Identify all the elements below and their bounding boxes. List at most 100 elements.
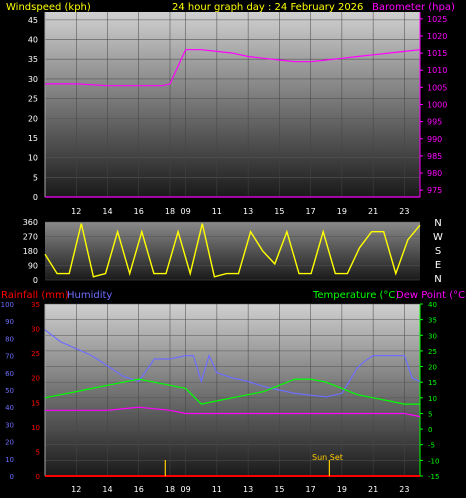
tick-label-barometer: 1025 [427, 15, 447, 24]
humidity-label: Humidity [67, 290, 112, 301]
rain-axis: 0 5 10 15 20 25 30 35 [31, 301, 46, 481]
x-tick-label: 18 [165, 485, 175, 494]
humidity-axis: 0 10 20 30 40 50 60 70 80 90 100 [1, 301, 14, 481]
rainfall-label: Rainfall (mm) [1, 290, 69, 301]
x-tick-label: 19 [337, 207, 347, 216]
x-axis-top-labels: 12 14 16 18 09 11 13 15 17 19 21 23 [71, 207, 409, 216]
dewpoint-label: Dew Point (°C) [396, 290, 466, 301]
compass-letter: N [434, 274, 441, 285]
tick-label-barometer: 1000 [427, 101, 447, 110]
tick-label-wind: 40 [28, 36, 38, 45]
x-tick-label: 16 [134, 485, 144, 494]
compass-letter: N [434, 218, 441, 229]
tick-label-direction: 180 [23, 247, 38, 256]
tick-label-rain: 0 [36, 473, 40, 481]
tick-label-temperature: 0 [428, 426, 432, 434]
tick-label-rain: 5 [36, 448, 40, 456]
tick-label-direction: 90 [28, 262, 38, 271]
tick-label-humidity: 0 [10, 473, 14, 481]
x-axis-bottom-labels: 12 14 16 18 09 11 13 15 17 19 21 23 [71, 485, 409, 494]
tick-label-temperature: 20 [428, 364, 437, 372]
tick-label-barometer: 1015 [427, 49, 447, 58]
tick-label-temperature: 15 [428, 379, 437, 387]
tick-label-rain: 25 [31, 350, 40, 358]
temperature-axis: -15 -10 -5 0 5 10 15 20 25 30 35 40 [419, 301, 439, 481]
dir-left-axis: 0 90 180 270 360 [23, 218, 38, 285]
tick-label-wind: 15 [28, 134, 38, 143]
tick-label-direction: 0 [33, 276, 38, 285]
x-tick-label: 15 [274, 485, 284, 494]
compass-letter: E [435, 260, 441, 271]
tick-label-temperature: 5 [428, 410, 432, 418]
temperature-line [44, 378, 420, 405]
tick-label-rain: 30 [31, 326, 40, 334]
tick-label-barometer: 1020 [427, 32, 447, 41]
x-tick-label: 14 [102, 207, 112, 216]
compass-letter: W [433, 232, 443, 243]
tick-label-humidity: 50 [5, 387, 14, 395]
tick-label-barometer: 985 [427, 152, 442, 161]
tick-label-rain: 15 [31, 399, 40, 407]
tick-label-temperature: 35 [428, 317, 437, 325]
tick-label-rain: 20 [31, 375, 40, 383]
tick-label-barometer: 975 [427, 186, 442, 195]
x-tick-label: 23 [399, 485, 409, 494]
windspeed-label: Windspeed (kph) [6, 2, 91, 13]
tick-label-wind: 35 [28, 55, 38, 64]
tick-label-barometer: 990 [427, 135, 442, 144]
tick-label-temperature: 30 [428, 332, 437, 340]
tick-label-barometer: 1005 [427, 83, 447, 92]
tick-label-barometer: 1010 [427, 66, 447, 75]
x-tick-label: 23 [399, 207, 409, 216]
temperature-label: Temperature (°C) [312, 290, 399, 301]
x-tick-label: 09 [181, 207, 191, 216]
top-left-axis: 0 5 10 15 20 25 30 35 40 45 [28, 12, 46, 202]
tick-label-humidity: 60 [5, 370, 14, 378]
top-series [45, 49, 421, 198]
tick-label-temperature: -15 [428, 473, 439, 481]
bottom-series [44, 329, 421, 477]
tick-label-humidity: 20 [5, 439, 14, 447]
x-tick-label: 09 [181, 485, 191, 494]
x-tick-label: 17 [306, 485, 316, 494]
dewpoint-line [45, 406, 421, 418]
tick-label-humidity: 80 [5, 335, 14, 343]
tick-label-wind: 0 [33, 193, 38, 202]
x-tick-label: 11 [212, 207, 222, 216]
x-tick-label: 19 [337, 485, 347, 494]
x-tick-label: 13 [243, 207, 253, 216]
tick-label-wind: 10 [28, 154, 38, 163]
x-tick-label: 17 [306, 207, 316, 216]
compass-letter: S [435, 246, 441, 257]
x-tick-label: 18 [165, 207, 175, 216]
x-tick-label: 12 [71, 485, 81, 494]
tick-label-wind: 45 [28, 16, 38, 25]
sunset-label: Sun Set [312, 453, 343, 462]
x-tick-label: 13 [243, 485, 253, 494]
graph-title: 24 hour graph day : 24 February 2026 [172, 2, 363, 13]
x-tick-label: 15 [274, 207, 284, 216]
tick-label-humidity: 10 [5, 456, 14, 464]
x-tick-label: 12 [71, 207, 81, 216]
dir-series [44, 223, 421, 278]
tick-label-wind: 20 [28, 114, 38, 123]
tick-label-barometer: 980 [427, 169, 442, 178]
tick-label-rain: 10 [31, 424, 40, 432]
tick-label-barometer: 995 [427, 118, 442, 127]
tick-label-humidity: 90 [5, 318, 14, 326]
tick-label-temperature: 10 [428, 395, 437, 403]
x-tick-label: 21 [368, 207, 378, 216]
tick-label-temperature: -5 [428, 442, 435, 450]
tick-label-temperature: -10 [428, 457, 439, 465]
bottom-plot-area [45, 304, 420, 476]
tick-label-humidity: 40 [5, 404, 14, 412]
tick-label-wind: 25 [28, 95, 38, 104]
tick-label-temperature: 40 [428, 301, 437, 309]
tick-label-rain: 35 [31, 301, 40, 309]
tick-label-wind: 5 [33, 173, 38, 182]
tick-label-temperature: 25 [428, 348, 437, 356]
tick-label-humidity: 100 [1, 301, 14, 309]
top-right-axis: 975 980 985 990 995 1000 1005 1010 1015 1020 1025 [419, 12, 447, 197]
x-tick-label: 21 [368, 485, 378, 494]
